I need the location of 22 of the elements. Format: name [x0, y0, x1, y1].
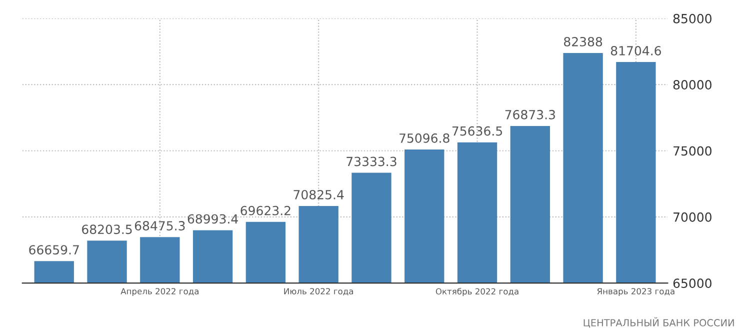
- data-label: 82388: [564, 36, 602, 46]
- x-tick-label: Октябрь 2022 года: [436, 288, 518, 296]
- data-label: 68203.5: [82, 224, 132, 234]
- data-label: 81704.6: [610, 46, 661, 56]
- y-tick-label: 70000: [674, 212, 712, 222]
- text: ЦЕНТРАЛЬНЫЙ БАНК РОССИИ: [584, 317, 734, 328]
- data-label: 70825.4: [294, 190, 344, 200]
- data-label: 75636.5: [452, 126, 502, 136]
- data-label: 66659.7: [29, 245, 79, 255]
- data-label: 68993.4: [188, 214, 238, 224]
- data-label: 73333.3: [346, 156, 396, 166]
- x-tick-label: Апрель 2022 года: [120, 288, 198, 296]
- y-tick-label: 80000: [673, 80, 712, 90]
- data-label: 69623.2: [240, 206, 290, 216]
- data-label: 76873.3: [505, 110, 555, 120]
- x-tick-label: Январь 2023 года: [597, 288, 674, 296]
- y-tick-label: 65000: [673, 278, 712, 288]
- data-label: 68475.3: [134, 221, 185, 230]
- data-label: 75096.8: [400, 133, 450, 143]
- y-tick-label: 85000: [673, 14, 712, 24]
- y-tick-label: 75000: [674, 146, 712, 156]
- x-tick-label: Июль 2022 года: [284, 288, 353, 296]
